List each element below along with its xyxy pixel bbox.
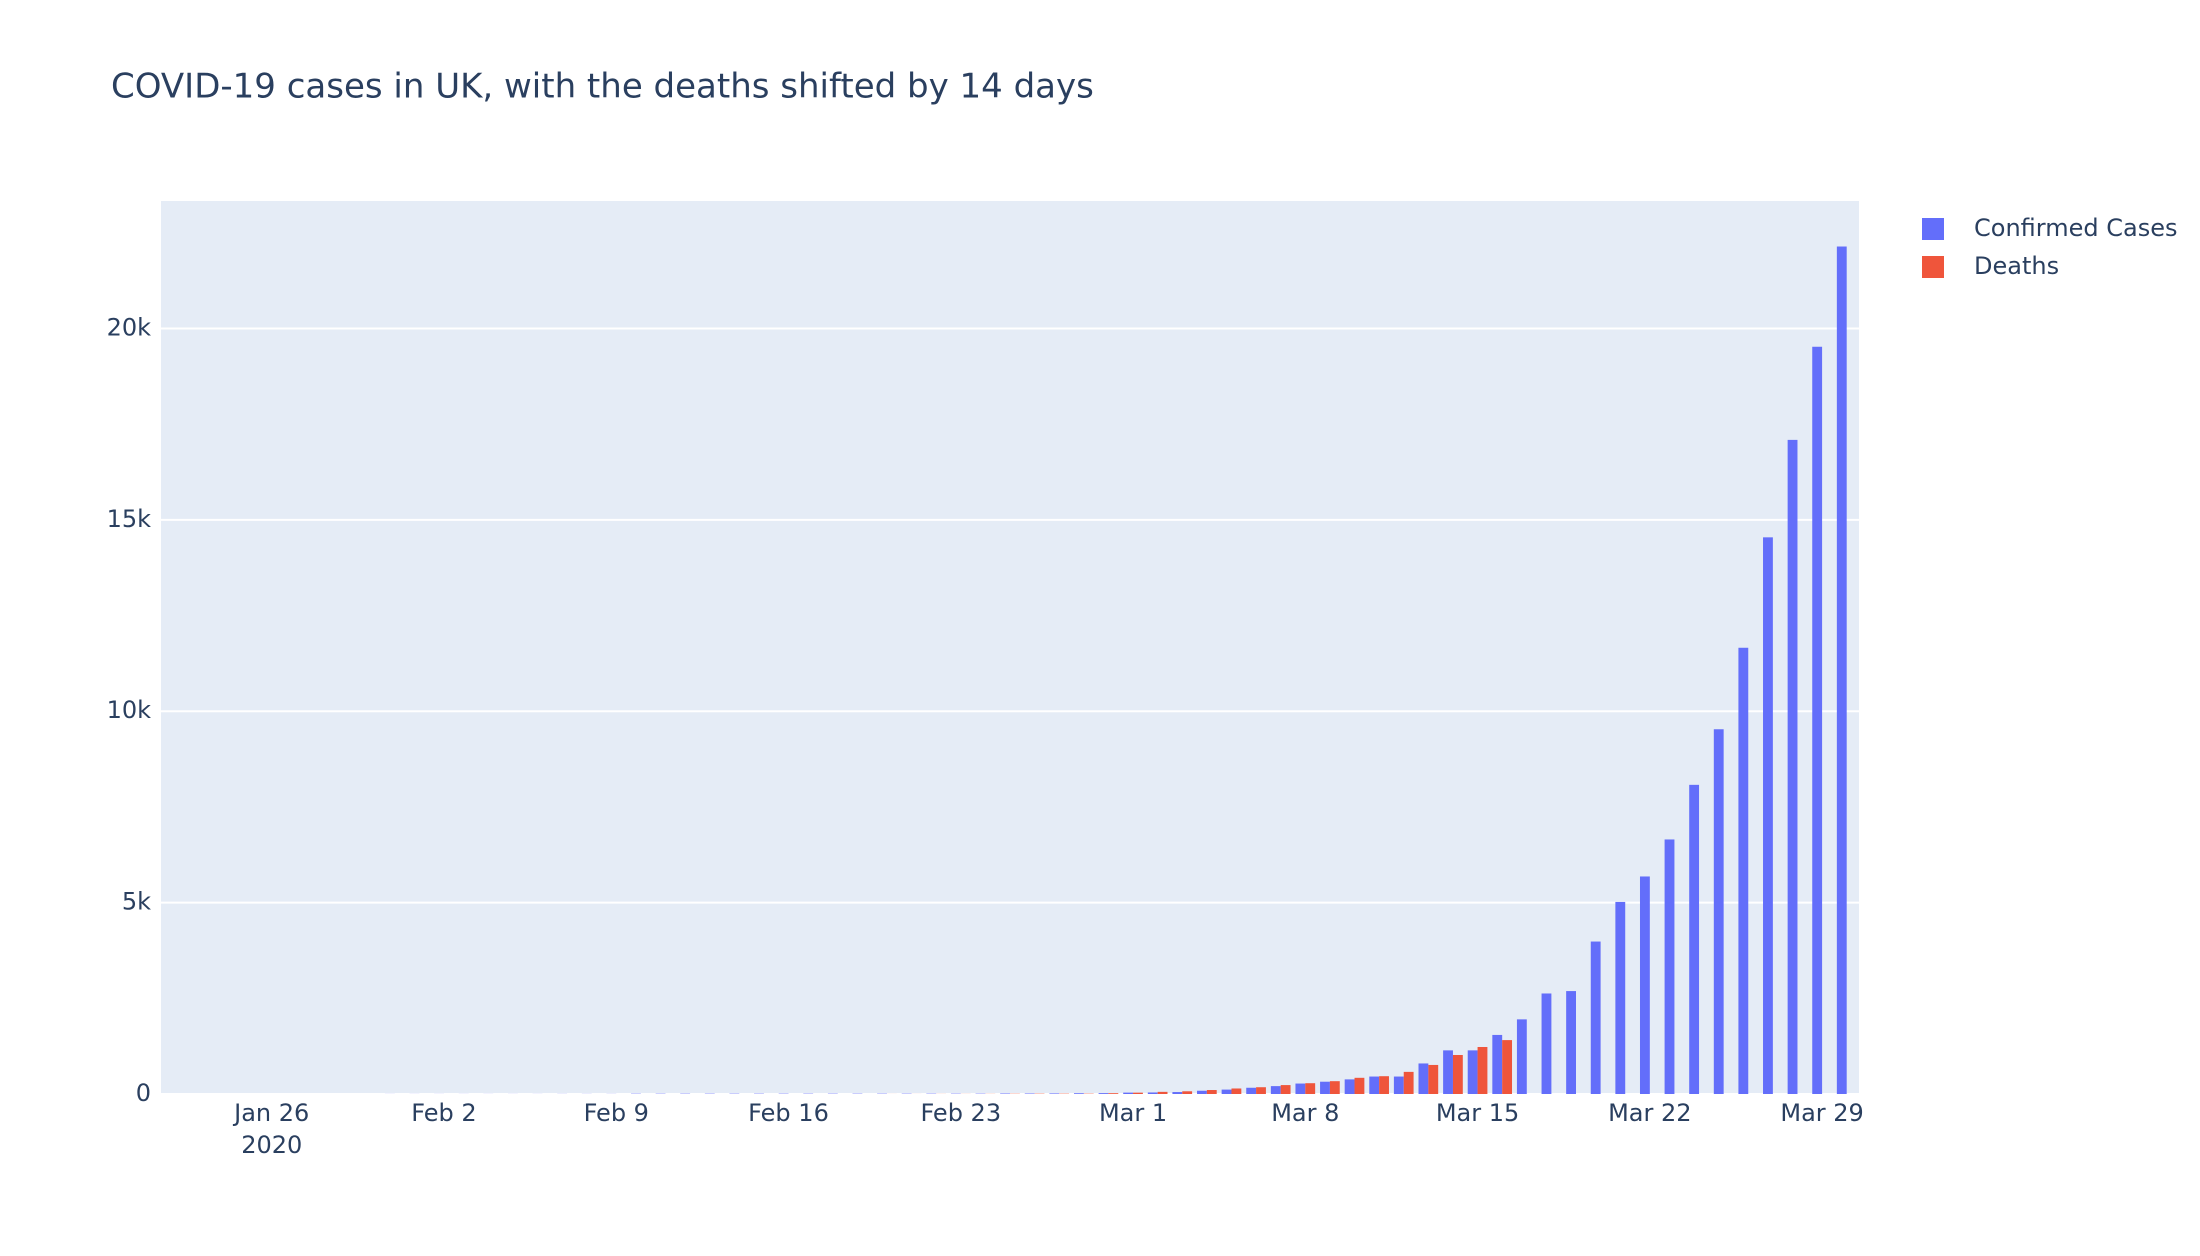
bar: [1443, 1050, 1453, 1094]
bar: [1787, 439, 1798, 1094]
bar: [1369, 1076, 1380, 1094]
bar: [1393, 1076, 1404, 1094]
bar: [1738, 647, 1749, 1094]
x-tick-label: Mar 29: [1780, 1099, 1863, 1127]
bar: [1280, 1085, 1291, 1094]
y-tick-label: 20k: [107, 313, 152, 341]
chart-title: COVID-19 cases in UK, with the deaths sh…: [111, 67, 1094, 107]
x-tick-label: Feb 9: [584, 1099, 649, 1127]
bar: [1231, 1088, 1242, 1094]
bar: [1639, 876, 1650, 1094]
bar: [1689, 784, 1700, 1094]
bar: [1133, 1092, 1143, 1094]
bar: [1467, 1050, 1478, 1094]
bar: [1073, 1093, 1084, 1094]
x-tick-label: Mar 8: [1271, 1099, 1339, 1127]
bar: [1541, 993, 1552, 1094]
x-tick-label: Mar 22: [1608, 1099, 1691, 1127]
bar: [1270, 1086, 1281, 1094]
bar: [1502, 1040, 1513, 1094]
bar: [1320, 1081, 1330, 1094]
bar: [1108, 1093, 1119, 1094]
bar: [1664, 839, 1675, 1094]
bar: [1428, 1064, 1439, 1094]
bar: [1452, 1054, 1463, 1094]
bar: [1157, 1091, 1168, 1094]
bar: [1836, 246, 1847, 1094]
bar: [1477, 1046, 1488, 1094]
legend-label: Confirmed Cases: [1974, 214, 2177, 242]
bar: [1182, 1091, 1193, 1094]
bar: [1295, 1083, 1306, 1094]
bar: [1492, 1034, 1503, 1094]
bar: [1305, 1083, 1316, 1094]
bar: [1049, 1093, 1060, 1094]
bar: [1379, 1076, 1389, 1094]
legend-swatch: [1922, 218, 1944, 240]
bar: [1172, 1092, 1183, 1094]
legend-label: Deaths: [1974, 252, 2059, 280]
bar: [1344, 1079, 1355, 1094]
bar: [1147, 1092, 1158, 1094]
bar: [1403, 1071, 1414, 1094]
bar: [1418, 1063, 1429, 1094]
x-year-label: 2020: [241, 1131, 302, 1159]
x-tick-label: Feb 16: [748, 1099, 829, 1127]
bar: [1566, 991, 1576, 1094]
legend-swatch: [1922, 256, 1944, 278]
bar: [1098, 1093, 1109, 1094]
x-tick-label: Feb 23: [920, 1099, 1001, 1127]
bar: [1812, 346, 1823, 1094]
plot-background: [161, 201, 1859, 1094]
y-tick-label: 15k: [107, 505, 152, 533]
bar: [1615, 901, 1626, 1094]
bar: [1221, 1089, 1232, 1094]
y-tick-label: 0: [136, 1079, 151, 1107]
x-tick-label: Mar 1: [1099, 1099, 1167, 1127]
bar: [1354, 1077, 1365, 1094]
bar: [1246, 1087, 1257, 1094]
y-tick-label: 5k: [122, 888, 151, 916]
bar: [1123, 1092, 1134, 1094]
bar: [1329, 1081, 1340, 1094]
y-tick-label: 10k: [107, 696, 152, 724]
x-tick-label: Jan 26: [232, 1099, 309, 1127]
bar: [1713, 729, 1724, 1094]
bar: [1516, 1019, 1527, 1094]
bar: [1256, 1087, 1266, 1094]
bar: [1590, 941, 1601, 1094]
x-tick-label: Feb 2: [411, 1099, 476, 1127]
bar: [1763, 537, 1773, 1094]
bar: [1197, 1090, 1207, 1094]
x-tick-label: Mar 15: [1436, 1099, 1519, 1127]
bar: [1206, 1090, 1217, 1094]
